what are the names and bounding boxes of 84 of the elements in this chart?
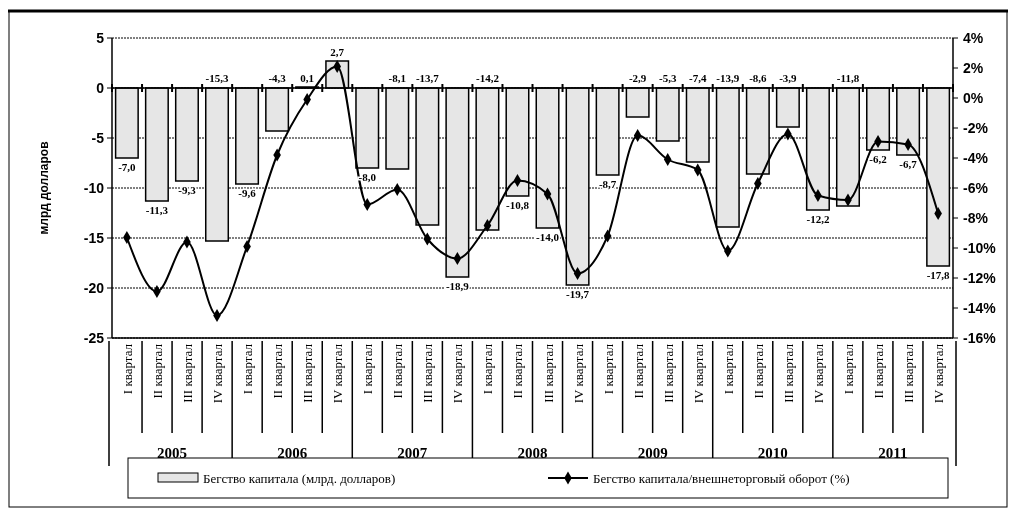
y2-tick-label: -6% [963, 180, 989, 196]
data-label: -18,9 [445, 280, 470, 292]
data-label: -13,7 [415, 72, 440, 84]
text: 2007 [397, 445, 428, 461]
text: 2011 [878, 445, 908, 461]
x-tick-label: II квартал [870, 343, 886, 399]
y2-tick-label: -8% [963, 210, 989, 226]
data-label: -9,6 [238, 187, 257, 199]
data-label: -8,7 [598, 178, 617, 190]
data-label: 2,7 [330, 46, 345, 58]
data-label: -17,8 [926, 269, 951, 281]
x-tick-label: IV квартал [810, 343, 826, 404]
data-label: -4,3 [268, 72, 287, 84]
y2-tick-label: -4% [963, 150, 989, 166]
x-tick-label: I квартал [360, 343, 376, 395]
data-label: -8,0 [358, 171, 377, 183]
text: 2005 [157, 445, 188, 461]
x-tick-label: III квартал [900, 343, 916, 403]
data-label: -5,3 [659, 72, 677, 84]
data-label: -12,2 [806, 213, 830, 225]
x-tick-label: III квартал [780, 343, 796, 403]
x-tick-label: II квартал [390, 343, 406, 399]
x-tick-label: II квартал [630, 343, 646, 399]
data-label: -7,4 [689, 72, 707, 84]
y2-tick-label: -2% [963, 120, 989, 136]
x-tick-label: III квартал [540, 343, 556, 403]
y2-tick-label: -16% [963, 330, 997, 346]
x-tick-label: III квартал [660, 343, 676, 403]
x-tick-label: I квартал [720, 343, 736, 395]
data-label: -11,8 [836, 72, 860, 84]
text: 2008 [517, 445, 548, 461]
x-tick-label: IV квартал [930, 343, 946, 404]
x-tick-label: II квартал [150, 343, 166, 399]
y-tick-label: 5 [96, 30, 105, 46]
data-label: -7,0 [118, 161, 137, 173]
y2-tick-label: -14% [963, 300, 997, 316]
x-tick-label: I квартал [120, 343, 136, 395]
data-label: -8,6 [749, 72, 768, 84]
data-label: 0,1 [300, 72, 315, 84]
data-label: -19,7 [566, 288, 590, 300]
data-label: -2,9 [628, 72, 647, 84]
x-tick-label: II квартал [270, 343, 286, 399]
x-tick-label: III квартал [300, 343, 316, 403]
x-tick-label: I квартал [600, 343, 616, 395]
text: 2006 [277, 445, 308, 461]
x-tick-label: IV квартал [450, 343, 466, 404]
x-tick-label: IV квартал [210, 343, 226, 404]
x-tick-label: II квартал [510, 343, 526, 399]
x-tick-label: IV квартал [690, 343, 706, 404]
x-tick-label: IV квартал [570, 343, 586, 404]
data-label: -8,1 [388, 72, 406, 84]
y-tick-label: 0 [96, 80, 105, 96]
data-label: -10,8 [506, 199, 530, 211]
data-label: -6,2 [869, 153, 888, 165]
x-tick-label: I квартал [240, 343, 256, 395]
data-label: -9,3 [178, 184, 197, 196]
x-tick-label: III квартал [180, 343, 196, 403]
y-tick-label: -10 [83, 180, 105, 196]
y-axis-title: млрд долларов [37, 141, 51, 235]
y2-tick-label: 0% [963, 90, 984, 106]
text: 2010 [757, 445, 788, 461]
y-tick-label: -25 [83, 330, 105, 346]
y-tick-label: -15 [83, 230, 105, 246]
legend-label: Бегство капитала (млрд. долларов) [203, 471, 396, 486]
y-tick-label: -5 [91, 130, 105, 146]
y2-tick-label: 2% [963, 60, 984, 76]
x-tick-label: III квартал [420, 343, 436, 403]
legend-label: Бегство капитала/внешнеторговый оборот (%) [593, 471, 850, 486]
text: 2009 [637, 445, 668, 461]
y-tick-label: -20 [83, 280, 105, 296]
x-tick-label: IV квартал [330, 343, 346, 404]
x-tick-label: I квартал [480, 343, 496, 395]
y2-tick-label: -12% [963, 270, 997, 286]
data-label: -3,9 [779, 72, 798, 84]
data-label: -14,2 [475, 72, 500, 84]
data-label: -6,7 [899, 158, 918, 170]
y2-tick-label: -10% [963, 240, 997, 256]
y2-tick-label: 4% [963, 30, 984, 46]
data-label: -15,3 [205, 72, 229, 84]
data-label: -11,3 [145, 204, 169, 216]
data-label: -13,9 [716, 72, 740, 84]
x-tick-label: II квартал [750, 343, 766, 399]
x-tick-label: I квартал [840, 343, 856, 395]
data-label: -14,0 [536, 231, 560, 243]
